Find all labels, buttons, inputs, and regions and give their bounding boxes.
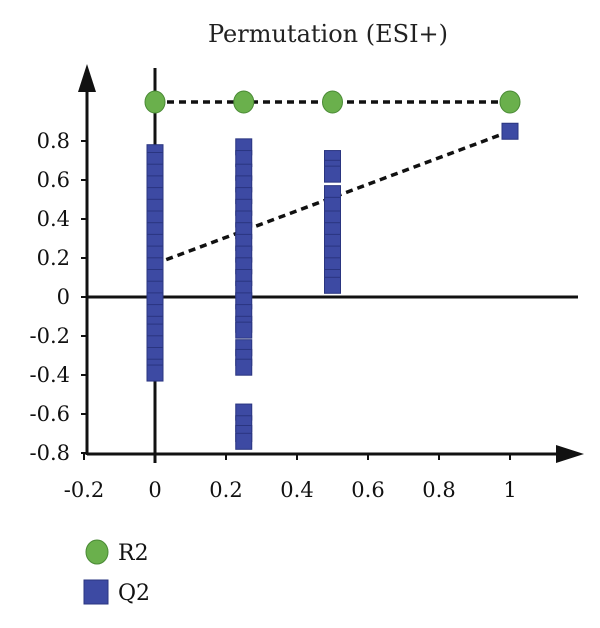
r2-point [233,90,255,114]
q2-point [501,122,519,140]
r2-point [499,90,521,114]
x-tick-label: 0.2 [209,478,242,502]
q2-point [235,432,253,450]
x-axis-arrow [556,445,584,463]
q2-point [235,321,253,339]
y-tick-label: -0.8 [30,441,71,465]
x-tick-label: 0.6 [351,478,384,502]
x-tick-label: 0.8 [422,478,455,502]
y-tick-label: -0.2 [30,324,71,348]
regression-lines [154,100,511,266]
axes [78,64,584,463]
q2-point [324,165,341,183]
legend-r2-marker [85,539,109,565]
r2-point [144,90,166,114]
y-tick-label: -0.4 [30,363,71,387]
r2-point [322,90,343,114]
legend: R2 Q2 [83,539,150,606]
x-tick-label: 0 [148,478,161,502]
legend-r2-label: R2 [118,541,149,566]
q2-point [146,364,164,382]
regression-line-q2 [154,129,511,266]
legend-q2-label: Q2 [118,581,150,606]
y-tick-label: 0 [57,285,70,309]
legend-q2-marker [83,579,109,605]
y-tick-label: 0.2 [37,246,70,270]
chart-title: Permutation (ESI+) [208,20,448,48]
x-tick-label: -0.2 [64,478,105,502]
x-tick-label: 1 [503,478,516,502]
y-tick-label: 0.4 [37,207,70,231]
data-points [144,90,521,450]
y-tick-label: -0.6 [30,402,71,426]
q2-point [235,358,253,376]
y-tick-label: 0.8 [37,129,70,153]
x-tick-label: 0.4 [280,478,313,502]
y-axis-arrow [78,64,96,92]
q2-point [324,276,341,294]
tick-labels: 0.8 0.6 0.4 0.2 0 -0.2 -0.4 -0.6 -0.8 -0.2 0 0.2 0.4… [30,129,517,502]
y-tick-label: 0.6 [37,168,70,192]
